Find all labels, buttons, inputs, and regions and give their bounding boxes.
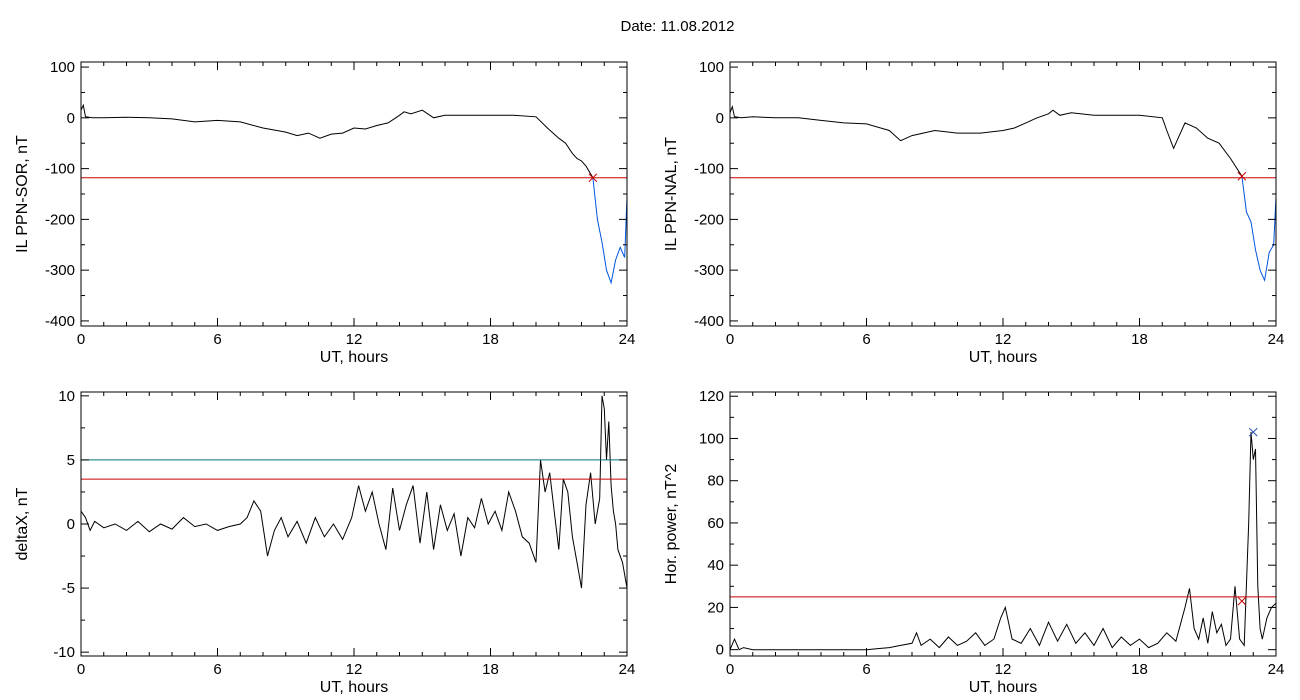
x-tick-label: 18 (482, 661, 499, 678)
y-tick-label: -300 (694, 262, 724, 279)
y-tick-label: -300 (45, 262, 75, 279)
y-tick-label: 100 (699, 430, 724, 447)
series-line-1 (80, 395, 628, 589)
y-tick-label: 0 (716, 110, 724, 127)
series-line-2 (592, 177, 628, 285)
y-tick-label: -400 (694, 313, 724, 330)
x-tick-label: 24 (1268, 331, 1285, 348)
y-axis-label: IL PPN-NAL, nT (663, 137, 680, 251)
y-tick-label: 60 (707, 515, 724, 532)
series-line-1 (80, 103, 594, 179)
y-tick-label: 0 (67, 516, 75, 533)
x-axis-label: UT, hours (320, 349, 388, 366)
y-tick-label: 100 (50, 59, 75, 76)
marker-1 (1237, 171, 1247, 181)
x-axis-label: UT, hours (969, 349, 1037, 366)
x-tick-label: 24 (619, 331, 636, 348)
x-tick-label: 6 (862, 331, 870, 348)
x-tick-label: 6 (213, 331, 221, 348)
y-tick-label: -400 (45, 313, 75, 330)
marker-1 (588, 173, 598, 183)
y-tick-label: 40 (707, 557, 724, 574)
x-tick-label: 0 (77, 661, 85, 678)
x-tick-label: 18 (482, 331, 499, 348)
marker-2 (1248, 427, 1258, 437)
y-tick-label: 100 (699, 59, 724, 76)
y-tick-label: 0 (67, 110, 75, 127)
x-tick-label: 0 (77, 331, 85, 348)
y-axis-label: deltaX, nT (14, 487, 31, 560)
y-tick-label: -100 (694, 161, 724, 178)
x-tick-label: 6 (213, 661, 221, 678)
x-tick-label: 12 (346, 331, 363, 348)
y-tick-label: 20 (707, 599, 724, 616)
marker-1 (1237, 596, 1247, 606)
chart-panel-4: 0 6 12 18 24 120 100 80 60 40 20 0 UT, hours Hor. pow… (663, 388, 1284, 696)
plot-frame (729, 391, 1277, 657)
page-title: Date: 11.08.2012 (620, 18, 735, 35)
x-tick-label: 18 (1131, 331, 1148, 348)
series-line-1 (729, 104, 1243, 177)
x-tick-label: 12 (995, 661, 1012, 678)
y-tick-label: -5 (62, 580, 75, 597)
y-tick-label: 0 (716, 642, 724, 659)
series-line-1 (729, 432, 1277, 651)
chart-panel-2: 0 6 12 18 24 100 0 -100 -200 -300 -400 UT, hours IL … (663, 59, 1284, 366)
plot-frame (80, 61, 628, 327)
y-tick-label: -100 (45, 161, 75, 178)
y-tick-label: -200 (45, 211, 75, 228)
y-tick-label: 10 (58, 388, 75, 405)
x-tick-label: 12 (995, 331, 1012, 348)
x-tick-label: 0 (726, 661, 734, 678)
series-line-2 (1241, 176, 1277, 283)
x-tick-label: 0 (726, 331, 734, 348)
x-tick-label: 24 (619, 661, 636, 678)
y-tick-label: 120 (699, 388, 724, 405)
x-tick-label: 18 (1131, 661, 1148, 678)
chart-panel-3: 0 6 12 18 24 10 5 0 -5 -10 UT, hours deltaX, nT (14, 388, 635, 696)
y-axis-label: IL PPN-SOR, nT (14, 135, 31, 253)
y-tick-label: 5 (67, 452, 75, 469)
y-axis-label: Hor. power, nT^2 (663, 464, 680, 585)
plot-frame (729, 61, 1277, 327)
y-tick-label: -200 (694, 211, 724, 228)
x-axis-label: UT, hours (320, 679, 388, 696)
x-tick-label: 24 (1268, 661, 1285, 678)
x-axis-label: UT, hours (969, 679, 1037, 696)
x-tick-label: 12 (346, 661, 363, 678)
x-tick-label: 6 (862, 661, 870, 678)
chart-panel-1: 0 6 12 18 24 100 0 -100 -200 -300 -400 UT, hours IL … (14, 59, 635, 366)
y-tick-label: -10 (53, 644, 75, 661)
y-tick-label: 80 (707, 473, 724, 490)
plot-frame (80, 391, 628, 657)
